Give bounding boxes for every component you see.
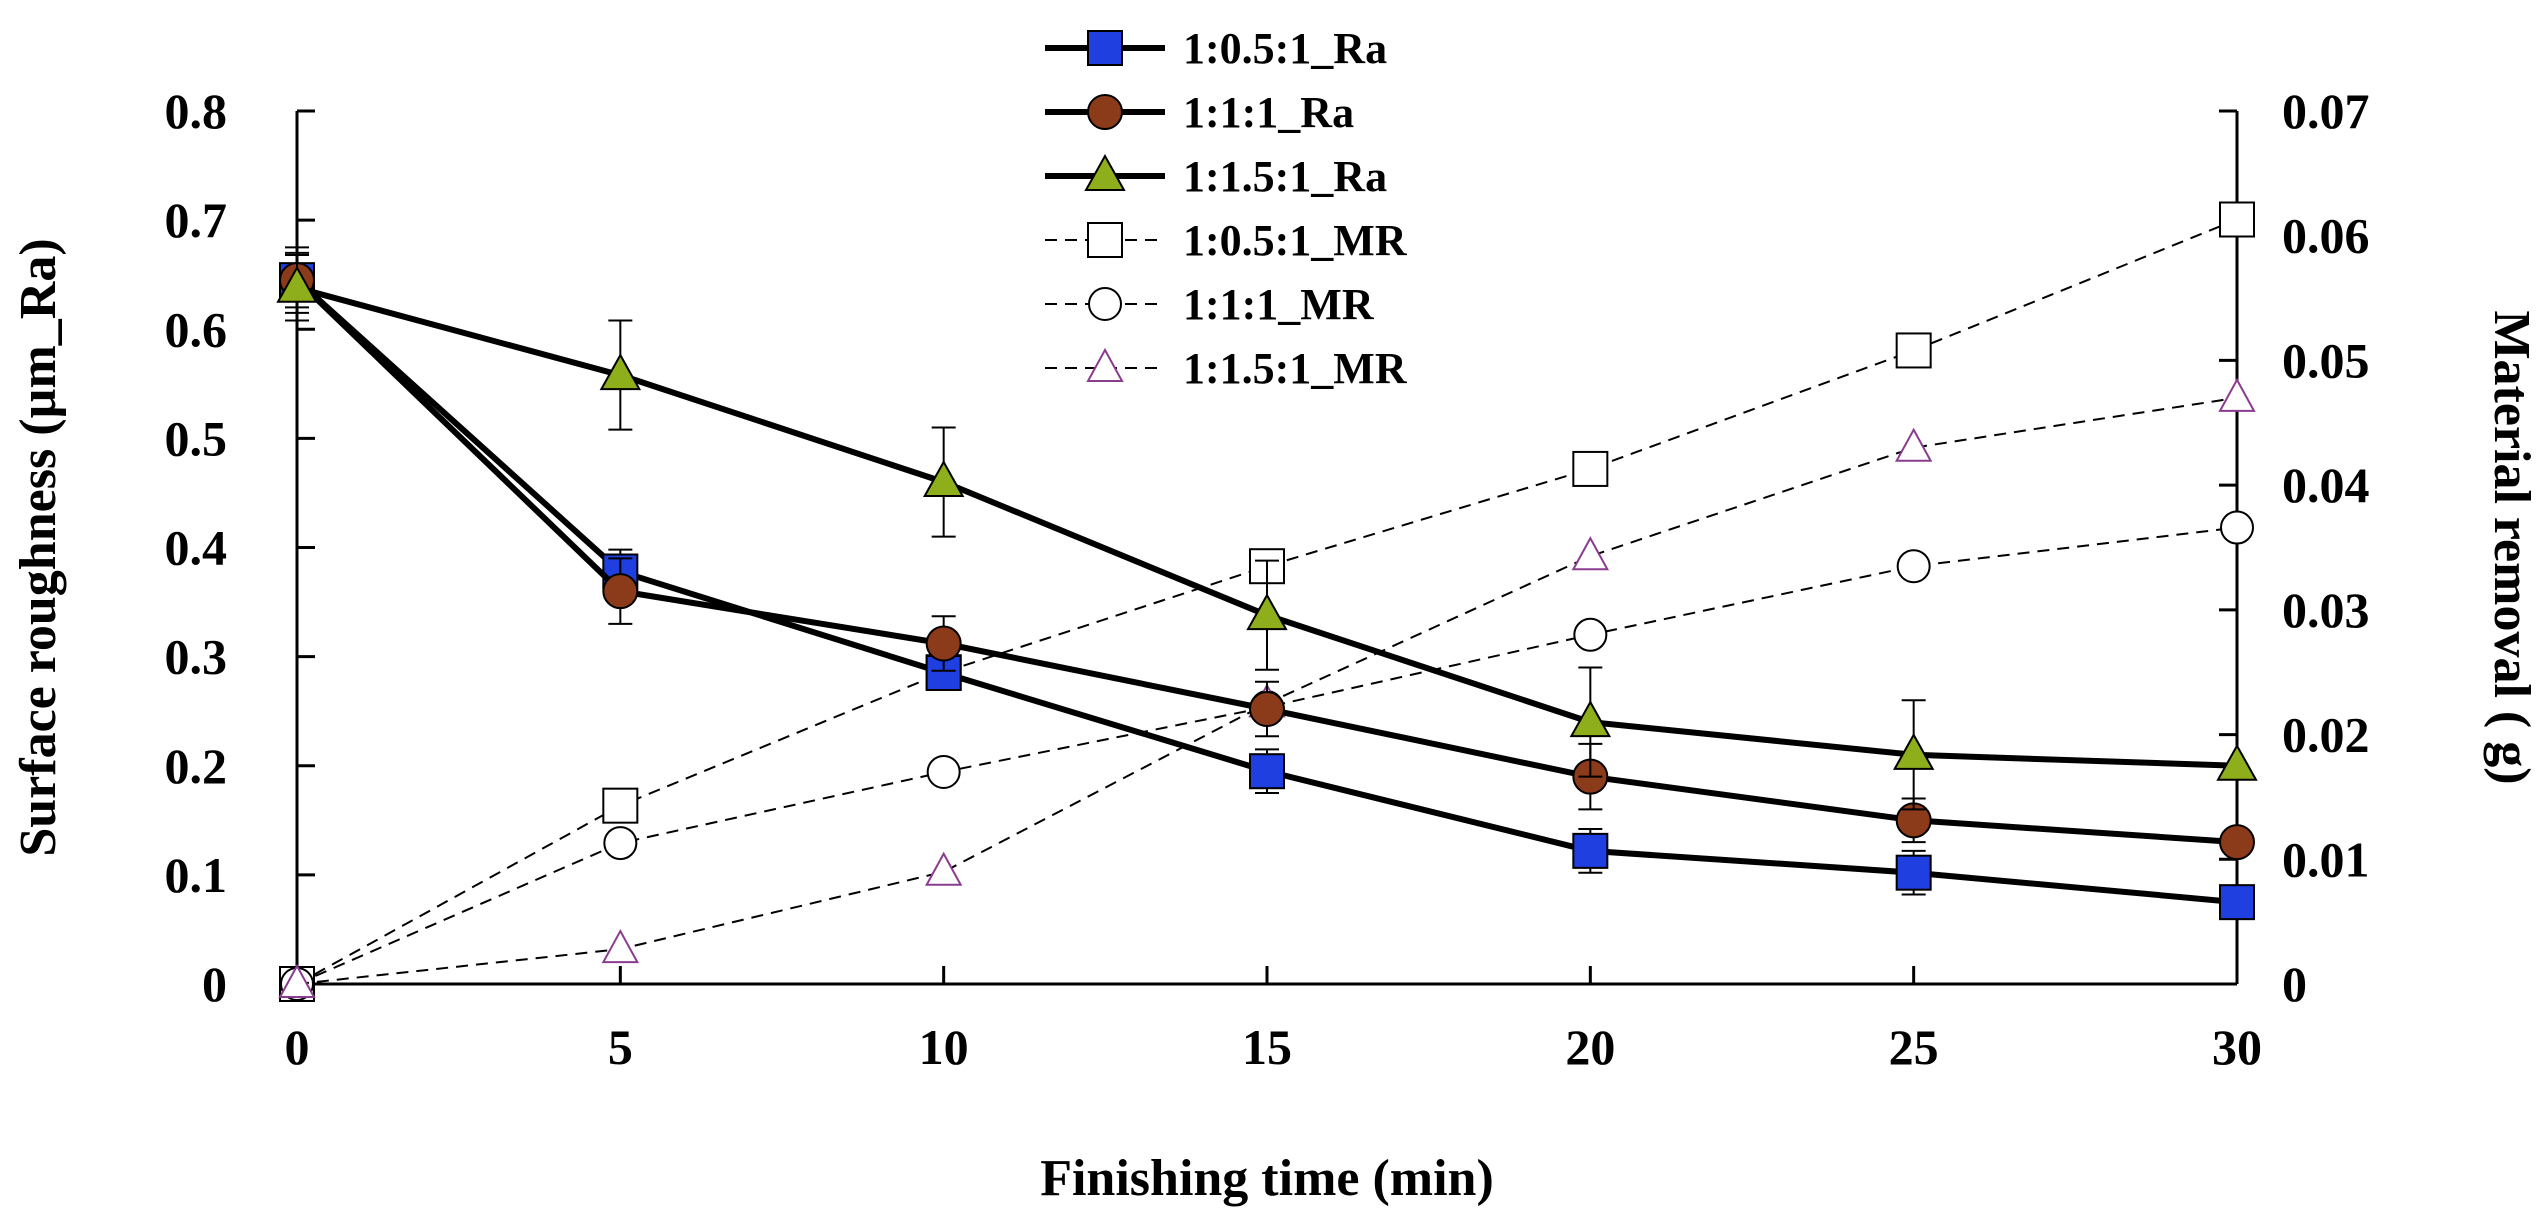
data-point xyxy=(1249,691,1285,728)
legend-label: 1:1.5:1_MR xyxy=(1183,344,1408,393)
data-point xyxy=(1571,536,1610,571)
legend-item: 1:1.5:1_Ra xyxy=(1045,152,1387,201)
data-point xyxy=(1895,332,1932,369)
legend-marker xyxy=(1087,222,1123,258)
y-left-tick-label: 0.5 xyxy=(165,410,228,466)
y-left-tick-label: 0.3 xyxy=(165,629,228,685)
data-point xyxy=(276,265,318,303)
legend-item: 1:1:1_MR xyxy=(1045,280,1375,329)
x-tick-label: 25 xyxy=(1889,1019,1939,1075)
data-point xyxy=(2218,377,2256,412)
legend-marker xyxy=(1088,287,1122,321)
data-point xyxy=(926,754,961,789)
data-point xyxy=(601,929,640,964)
data-point xyxy=(1573,617,1608,652)
series-1-1-5-1-ra xyxy=(276,254,2258,811)
x-tick-label: 10 xyxy=(919,1019,969,1075)
x-tick-label: 20 xyxy=(1565,1019,1615,1075)
data-point xyxy=(2216,743,2258,781)
legend-item: 1:0.5:1_MR xyxy=(1045,216,1408,265)
legend-label: 1:1:1_MR xyxy=(1183,280,1375,329)
y-left-tick-label: 0 xyxy=(202,956,227,1012)
data-point xyxy=(1246,593,1288,631)
data-point xyxy=(278,963,316,998)
data-point xyxy=(925,625,962,662)
y-right-tick-label: 0.05 xyxy=(2282,332,2370,388)
legend: 1:0.5:1_Ra 1:1:1_Ra 1:1.5:1_Ra 1:0.5:1_MR 1:… xyxy=(1045,24,1408,393)
y-right-axis-title: Material removal ( g) xyxy=(2483,310,2540,784)
y-right-tick-label: 0.06 xyxy=(2282,208,2370,264)
legend-label: 1:1:1_Ra xyxy=(1183,88,1354,137)
data-point xyxy=(602,787,639,824)
data-point xyxy=(1572,450,1609,487)
data-point xyxy=(922,459,965,498)
legend-marker xyxy=(1087,30,1123,66)
legend-label: 1:0.5:1_MR xyxy=(1183,216,1408,265)
data-point xyxy=(1572,832,1609,869)
data-point xyxy=(1569,700,1612,738)
y-left-axis-title: Surface roughness (µm_Ra) xyxy=(10,238,67,856)
y-left-tick-label: 0.1 xyxy=(165,847,228,903)
legend-item: 1:0.5:1_Ra xyxy=(1045,24,1387,73)
data-point xyxy=(602,573,639,610)
series-layer xyxy=(276,201,2258,1002)
y-left-tick-label: 0.4 xyxy=(165,520,228,576)
legend-marker xyxy=(1087,94,1123,130)
data-point xyxy=(2219,824,2255,861)
x-tick-label: 30 xyxy=(2212,1019,2262,1075)
legend-item: 1:1:1_Ra xyxy=(1045,88,1354,137)
y-left-tick-label: 0.2 xyxy=(165,738,228,794)
y-right-tick-label: 0.07 xyxy=(2282,83,2370,139)
axes-layer: 0 5 10 15 20 25 30 0 0.1 0.2 0.3 0.4 0.5 0.6 0.7 0.8 0 0.… xyxy=(10,83,2540,1207)
data-point xyxy=(599,353,642,391)
y-right-tick-label: 0 xyxy=(2282,956,2307,1012)
x-tick-label: 5 xyxy=(608,1019,633,1075)
data-point xyxy=(1249,753,1285,790)
y-left-tick-label: 0.6 xyxy=(165,301,228,357)
data-point xyxy=(2219,201,2255,238)
data-point xyxy=(2220,510,2254,545)
data-point xyxy=(1896,549,1931,584)
y-right-tick-label: 0.02 xyxy=(2282,707,2370,763)
legend-label: 1:1.5:1_Ra xyxy=(1183,152,1387,201)
legend-label: 1:0.5:1_Ra xyxy=(1183,24,1387,73)
data-point xyxy=(1894,427,1933,462)
y-right-tick-label: 0.01 xyxy=(2282,831,2370,887)
x-tick-label: 15 xyxy=(1242,1019,1292,1075)
legend-marker xyxy=(1086,347,1124,382)
data-point xyxy=(2219,884,2255,921)
data-point xyxy=(1895,854,1932,891)
x-tick-label: 0 xyxy=(285,1019,310,1075)
data-point xyxy=(1892,732,1935,770)
y-right-tick-label: 0.04 xyxy=(2282,457,2370,513)
y-left-tick-label: 0.8 xyxy=(165,83,228,139)
x-axis-title: Finishing time (min) xyxy=(1040,1150,1494,1207)
legend-item: 1:1.5:1_MR xyxy=(1045,344,1408,393)
legend-marker xyxy=(1084,153,1126,191)
y-left-tick-label: 0.7 xyxy=(165,192,228,248)
y-right-tick-label: 0.03 xyxy=(2282,582,2370,638)
data-point xyxy=(924,851,963,886)
data-point xyxy=(603,826,638,861)
